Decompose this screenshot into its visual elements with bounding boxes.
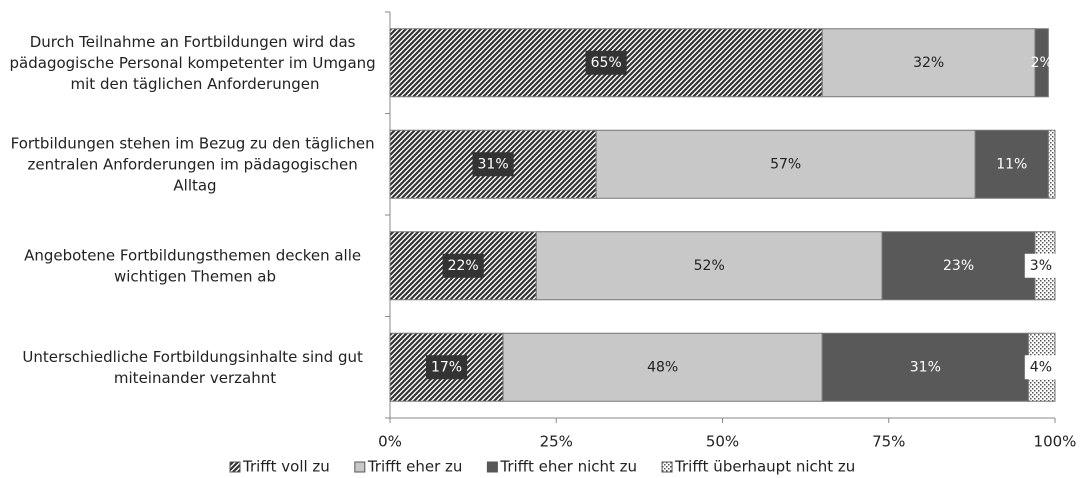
bar-segment xyxy=(821,332,1029,402)
data-label: 65% xyxy=(591,55,622,71)
data-label: 11% xyxy=(996,156,1027,172)
data-label-group: 3% xyxy=(1024,253,1057,278)
bar-segment xyxy=(1047,129,1056,199)
data-label: 31% xyxy=(910,359,941,375)
data-label-group: 22% xyxy=(442,253,484,278)
bar-segment xyxy=(974,129,1049,199)
legend-swatch xyxy=(229,461,241,473)
data-label-box xyxy=(585,50,627,75)
data-label: 23% xyxy=(943,258,974,274)
legend-swatch xyxy=(486,461,498,473)
legend-label: Trifft eher zu xyxy=(367,458,463,476)
data-label-group: 52% xyxy=(694,258,725,274)
data-label: 17% xyxy=(431,359,462,375)
legend-label: Trifft eher nicht zu xyxy=(499,458,637,476)
data-label-box xyxy=(425,355,468,380)
bar-segment xyxy=(389,231,537,301)
legend-swatch xyxy=(661,461,673,473)
x-tick-label: 0% xyxy=(378,433,402,451)
bar-segment xyxy=(1034,28,1049,98)
data-label-group: 57% xyxy=(770,156,801,172)
bar-segment xyxy=(502,332,823,402)
legend-swatch xyxy=(354,461,366,473)
data-label-group: 2% xyxy=(1031,55,1053,71)
data-label: 31% xyxy=(478,156,509,172)
data-label-group: 17% xyxy=(425,355,468,380)
category-label: Fortbildungen stehen im Bezug zu den täg… xyxy=(11,134,380,194)
data-label: 32% xyxy=(913,55,944,71)
data-label-group: 31% xyxy=(472,152,514,177)
data-label-box xyxy=(442,253,484,278)
data-label-group: 31% xyxy=(910,359,941,375)
data-label: 3% xyxy=(1030,258,1052,274)
data-label: 4% xyxy=(1030,359,1052,375)
category-label: Unterschiedliche Fortbildungsinhalte sin… xyxy=(22,347,367,386)
data-label-box xyxy=(1024,355,1057,380)
x-tick-label: 25% xyxy=(540,433,573,451)
data-label: 57% xyxy=(770,156,801,172)
data-label-box xyxy=(472,152,514,177)
data-label-box xyxy=(1024,253,1057,278)
legend-label: Trifft voll zu xyxy=(242,458,330,476)
data-label-group: 65% xyxy=(585,50,627,75)
legend-label: Trifft überhaupt nicht zu xyxy=(674,458,855,476)
data-label-group: 23% xyxy=(943,258,974,274)
bar-segment xyxy=(881,231,1036,301)
data-label-group: 32% xyxy=(913,55,944,71)
bar-segment xyxy=(535,231,883,301)
data-label-group: 48% xyxy=(647,359,678,375)
data-label: 48% xyxy=(647,359,678,375)
bar-segment xyxy=(595,129,976,199)
category-label: Angebotene Fortbildungsthemen decken all… xyxy=(24,246,366,285)
data-label-group: 4% xyxy=(1024,355,1057,380)
data-label-group: 11% xyxy=(996,156,1027,172)
x-tick-label: 100% xyxy=(1034,433,1077,451)
x-tick-label: 75% xyxy=(872,433,905,451)
data-label: 22% xyxy=(448,258,479,274)
category-label: Durch Teilnahme an Fortbildungen wird da… xyxy=(10,32,381,92)
data-label: 2% xyxy=(1031,55,1053,71)
x-tick-label: 50% xyxy=(706,433,739,451)
data-label: 52% xyxy=(694,258,725,274)
